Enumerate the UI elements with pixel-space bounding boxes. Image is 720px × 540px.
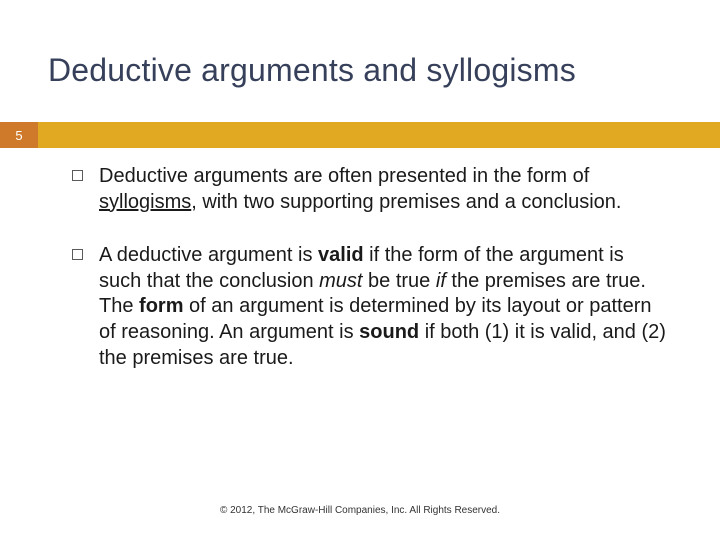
text-bold: form [139,295,183,317]
text-run: be true [362,270,435,292]
bullet-text: A deductive argument is valid if the for… [99,243,666,371]
bullet-marker-icon [72,170,83,181]
body-content: Deductive arguments are often presented … [72,164,666,399]
text-italic: must [319,270,362,292]
text-run: A deductive argument is [99,244,318,266]
slide-title: Deductive arguments and syllogisms [48,52,680,89]
slide: Deductive arguments and syllogisms 5 Ded… [0,0,720,540]
text-italic: if [436,270,446,292]
bullet-marker-icon [72,249,83,260]
bullet-item: Deductive arguments are often presented … [72,164,666,215]
text-bold: sound [359,321,419,343]
bullet-item: A deductive argument is valid if the for… [72,243,666,371]
text-run: Deductive arguments are often presented … [99,165,589,187]
page-number-tab: 5 [0,122,38,148]
text-bold: valid [318,244,364,266]
copyright-footer: © 2012, The McGraw-Hill Companies, Inc. … [0,505,720,516]
accent-bar [0,122,720,148]
text-run: , with two supporting premises and a con… [191,191,621,213]
bullet-text: Deductive arguments are often presented … [99,164,666,215]
text-underline: syllogisms [99,191,191,213]
